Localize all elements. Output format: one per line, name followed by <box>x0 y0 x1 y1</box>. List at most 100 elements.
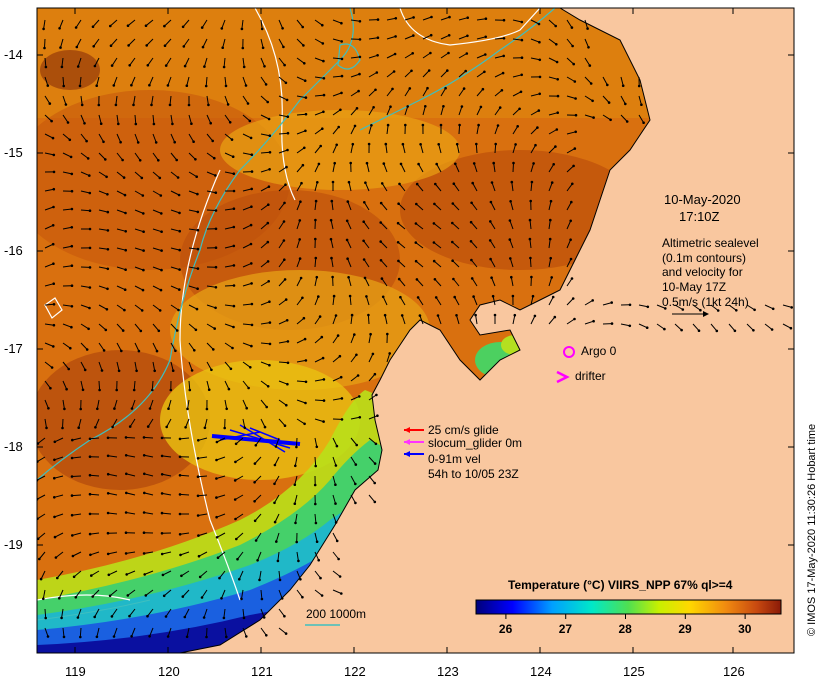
velocity-arrow <box>164 38 172 47</box>
velocity-arrowhead <box>538 40 541 44</box>
velocity-arrowhead <box>166 84 170 87</box>
velocity-arrowhead <box>354 463 358 466</box>
velocity-arrow <box>314 532 318 542</box>
velocity-arrow <box>235 513 244 520</box>
velocity-arrow <box>278 221 285 230</box>
velocity-arrow <box>566 201 572 211</box>
velocity-arrow <box>368 373 376 382</box>
altimetry-line-2: (0.1m contours) <box>662 251 747 265</box>
velocity-arrow <box>54 437 64 443</box>
velocity-arrowhead <box>470 277 474 280</box>
velocity-arrowhead <box>53 535 57 539</box>
velocity-arrow <box>242 188 252 192</box>
velocity-arrowhead <box>106 436 110 440</box>
colorbar-tick-label: 30 <box>738 622 752 636</box>
velocity-arrowhead <box>244 84 248 87</box>
velocity-arrowhead <box>353 124 357 128</box>
velocity-arrow <box>40 570 46 580</box>
velocity-arrow <box>401 315 406 325</box>
velocity-arrowhead <box>284 183 287 186</box>
velocity-arrowhead <box>72 575 76 579</box>
velocity-arrows <box>37 15 793 639</box>
velocity-arrow <box>37 494 46 500</box>
velocity-arrowhead <box>266 100 270 104</box>
velocity-arrowhead <box>165 425 168 429</box>
velocity-arrowhead <box>71 554 75 558</box>
velocity-arrowhead <box>573 317 576 321</box>
velocity-arrowhead <box>59 46 62 49</box>
velocity-arrowhead <box>68 138 72 142</box>
velocity-arrow <box>254 456 262 464</box>
velocity-arrow <box>368 125 372 135</box>
velocity-arrowhead <box>369 332 372 336</box>
velocity-arrowhead <box>62 635 66 639</box>
velocity-arrow <box>638 304 648 308</box>
velocity-arrowhead <box>245 635 248 638</box>
velocity-arrow <box>80 171 90 177</box>
velocity-arrowhead <box>70 284 74 288</box>
velocity-arrowhead <box>91 25 95 29</box>
velocity-arrow <box>416 279 424 287</box>
velocity-arrow <box>179 493 190 496</box>
velocity-arrow <box>144 454 154 458</box>
velocity-arrowhead <box>334 502 337 505</box>
velocity-arrowhead <box>187 103 191 107</box>
velocity-arrowhead <box>174 349 177 353</box>
velocity-arrowhead <box>65 387 68 391</box>
velocity-arrow <box>656 323 665 330</box>
velocity-arrowhead <box>315 275 319 279</box>
velocity-arrowhead <box>371 352 375 356</box>
velocity-arrowhead <box>280 597 284 600</box>
velocity-arrowhead <box>554 145 557 148</box>
velocity-arrowhead <box>183 615 187 619</box>
velocity-arrow <box>89 437 100 440</box>
velocity-arrowhead <box>124 454 128 457</box>
velocity-arrow <box>205 76 208 87</box>
velocity-arrowhead <box>52 323 56 327</box>
velocity-arrow <box>152 133 157 143</box>
velocity-arrowhead <box>429 33 433 37</box>
velocity-arrowhead <box>481 87 485 91</box>
velocity-arrowhead <box>232 172 236 175</box>
velocity-arrow <box>73 570 82 578</box>
velocity-arrow <box>201 589 208 598</box>
velocity-arrowhead <box>591 99 594 103</box>
velocity-arrowhead <box>88 266 92 269</box>
velocity-arrow <box>44 224 54 230</box>
velocity-arrowhead <box>160 268 163 272</box>
velocity-arrow <box>98 342 105 351</box>
velocity-arrow <box>128 38 136 46</box>
velocity-arrow <box>116 133 122 143</box>
velocity-arrowhead <box>74 26 78 29</box>
velocity-arrowhead <box>49 386 52 390</box>
velocity-arrowhead <box>549 256 552 260</box>
velocity-arrowhead <box>320 335 324 339</box>
velocity-arrowhead <box>77 426 80 430</box>
velocity-arrowhead <box>132 103 135 107</box>
velocity-arrowhead <box>215 458 218 462</box>
velocity-arrowhead <box>249 136 253 140</box>
velocity-arrow <box>278 361 289 364</box>
velocity-arrowhead <box>160 532 164 535</box>
velocity-arrow <box>416 183 424 192</box>
velocity-arrowhead <box>424 105 427 108</box>
velocity-arrow <box>475 315 478 325</box>
velocity-arrowhead <box>222 65 226 69</box>
velocity-arrowhead <box>108 594 112 598</box>
velocity-arrow <box>383 163 388 173</box>
velocity-arrow <box>746 304 755 311</box>
velocity-arrow <box>494 107 501 116</box>
velocity-arrowhead <box>265 405 269 409</box>
velocity-arrow <box>492 296 496 306</box>
velocity-arrowhead <box>356 374 360 377</box>
velocity-arrowhead <box>249 242 253 246</box>
velocity-arrowhead <box>536 126 539 129</box>
velocity-arrowhead <box>143 573 146 576</box>
velocity-arrow <box>404 106 409 116</box>
velocity-arrow <box>433 260 442 268</box>
velocity-arrow <box>476 18 486 21</box>
velocity-arrowhead <box>530 180 534 184</box>
velocity-arrowhead <box>148 635 151 638</box>
velocity-arrow <box>223 608 226 618</box>
velocity-arrow <box>386 353 391 363</box>
